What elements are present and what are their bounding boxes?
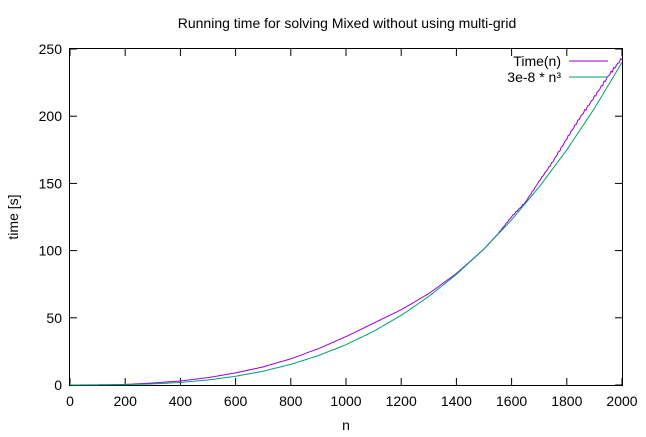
y-tick-label: 250	[39, 41, 63, 57]
x-tick-label: 1200	[386, 393, 417, 409]
x-tick-label: 1400	[441, 393, 472, 409]
series-line-2	[70, 62, 623, 386]
x-tick-label: 200	[114, 393, 138, 409]
x-axis-label: n	[342, 417, 350, 433]
plot-frame	[69, 48, 623, 386]
x-tick-label: 1000	[330, 393, 361, 409]
x-tick-label: 400	[169, 393, 193, 409]
x-tick-label: 600	[224, 393, 248, 409]
y-tick-label: 150	[39, 175, 63, 191]
legend: Time(n)3e-8 * n³	[507, 53, 608, 85]
x-axis: 0 200 400 600 800 1000 1200 1400 1600 1800 2000	[66, 49, 638, 409]
legend-label: 3e-8 * n³	[507, 69, 561, 85]
x-tick-label: 800	[279, 393, 303, 409]
y-tick-label: 200	[39, 108, 63, 124]
y-tick-label: 0	[54, 377, 62, 393]
y-tick-label: 100	[39, 243, 63, 259]
x-tick-label: 1800	[551, 393, 582, 409]
series-line-1	[70, 57, 623, 386]
x-tick-label: 1600	[496, 393, 527, 409]
x-tick-label: 0	[66, 393, 74, 409]
chart-title: Running time for solving Mixed without u…	[178, 15, 516, 31]
x-tick-label: 2000	[606, 393, 637, 409]
y-axis-label: time [s]	[5, 194, 21, 239]
legend-label: Time(n)	[513, 53, 561, 69]
y-tick-label: 50	[46, 310, 62, 326]
series-group	[70, 57, 623, 386]
y-axis: 0 50 100 150 200 250	[39, 41, 622, 393]
